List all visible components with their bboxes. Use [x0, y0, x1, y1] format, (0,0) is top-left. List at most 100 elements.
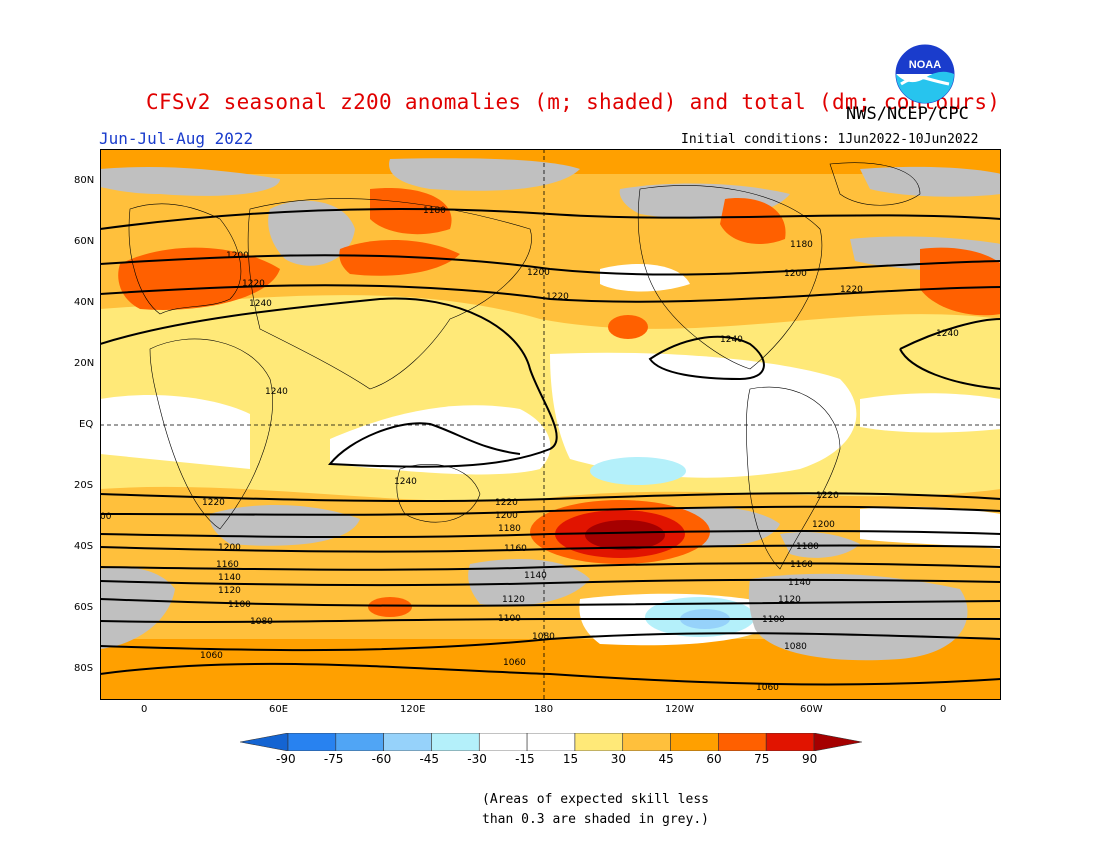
- contour-label: 1200: [812, 520, 835, 530]
- lat-label: 20N: [74, 358, 95, 369]
- contour-label: 1120: [218, 586, 241, 596]
- grey-area-1: [100, 167, 280, 196]
- contour-label: 1160: [216, 560, 239, 570]
- grey-area-11: [748, 573, 968, 661]
- colorbar-segment: [383, 733, 432, 751]
- contour-label: 1200: [527, 268, 550, 278]
- contour-label: 1240: [936, 329, 959, 339]
- contour-label: 1240: [265, 387, 288, 397]
- colorbar-segment: [813, 733, 862, 751]
- contour-label: 1220: [202, 498, 225, 508]
- colorbar-label: -45: [419, 752, 440, 766]
- footnote-line-1: (Areas of expected skill less: [482, 792, 709, 807]
- anomaly-map: 1180 1200 1220 1240 1240 1200 1220 1180 …: [100, 149, 1001, 700]
- contour-label: 1240: [249, 299, 272, 309]
- contour-label: 1180: [498, 524, 521, 534]
- colorbar-segment: [718, 733, 767, 751]
- contour-label: 1220: [242, 279, 265, 289]
- red-anomaly-southern: [368, 597, 412, 617]
- contour-label: 1100: [498, 614, 521, 624]
- colorbar-label: -30: [467, 752, 487, 766]
- colorbar-segment: [622, 733, 671, 751]
- red-anomaly-siberia: [370, 188, 452, 235]
- contour-label: 1240: [394, 477, 417, 487]
- org-label: NWS/NCEP/CPC: [846, 104, 969, 124]
- map-frame: [100, 149, 1001, 700]
- contour-label: 1160: [790, 560, 813, 570]
- colorbar-segment: [431, 733, 480, 751]
- colorbar-segment: [478, 733, 528, 751]
- grey-area-5: [860, 166, 1001, 197]
- red-anomaly-canada: [720, 198, 786, 244]
- contour-label: 1180: [790, 240, 813, 250]
- contour-label: 1100: [228, 600, 251, 610]
- lat-label: 80S: [74, 663, 94, 674]
- contour-label: 1240: [720, 335, 743, 345]
- colorbar-segment: [670, 733, 719, 751]
- colorbar-label: -60: [371, 752, 392, 766]
- colorbar-segment: [526, 733, 576, 751]
- contour-labels: 1180 1200 1220 1240 1240 1200 1220 1180 …: [100, 206, 959, 693]
- height-contours: [100, 208, 1001, 686]
- red-anomaly-asia: [339, 239, 460, 276]
- contour-label: 1080: [532, 632, 555, 642]
- lon-label: 120E: [400, 704, 426, 715]
- lon-label: 60W: [800, 704, 823, 715]
- noaa-logo-text: NOAA: [909, 59, 941, 71]
- grey-area-9: [468, 559, 590, 606]
- contour-label: 1220: [546, 292, 569, 302]
- lat-label: 60S: [74, 602, 94, 613]
- contour-label: 1120: [778, 595, 801, 605]
- contour-label: 1200: [495, 511, 518, 521]
- contour-label: 1140: [788, 578, 811, 588]
- chart-title: CFSv2 seasonal z200 anomalies (m; shaded…: [146, 90, 1001, 114]
- red-anomaly-europe: [118, 247, 281, 310]
- lon-label: 60E: [269, 704, 289, 715]
- contour-label: 1200: [226, 251, 249, 261]
- colorbar-segment: [335, 733, 384, 751]
- contour-label: 00: [100, 512, 112, 522]
- grey-area-8: [100, 567, 175, 649]
- contour-label: 1160: [504, 544, 527, 554]
- lat-label: 20S: [74, 480, 94, 491]
- lon-label: 0: [141, 704, 148, 715]
- red-anomaly-pacific: [608, 315, 648, 339]
- contour-label: 1060: [200, 651, 223, 661]
- colorbar-label: -15: [515, 752, 535, 766]
- contour-label: 1080: [784, 642, 807, 652]
- colorbar-label: 30: [610, 752, 626, 766]
- contour-label: 1180: [423, 206, 446, 216]
- coastlines: [128, 162, 921, 570]
- white-region-1: [100, 394, 250, 469]
- colorbar-segment: [574, 733, 624, 751]
- lat-label: 60N: [74, 236, 95, 247]
- contour-label: 1220: [816, 491, 839, 501]
- white-region-3: [550, 352, 857, 478]
- colorbar-segment: [287, 733, 337, 751]
- season-label: Jun-Jul-Aug 2022: [99, 129, 254, 148]
- lon-label: 120W: [665, 704, 694, 715]
- colorbar-label: 15: [562, 752, 579, 766]
- contour-label: 1220: [840, 285, 863, 295]
- contour-label: 1140: [524, 571, 547, 581]
- red-anomaly-sp-core: [585, 520, 665, 550]
- colorbar-label: 60: [706, 752, 722, 766]
- lon-label: 0: [940, 704, 947, 715]
- lat-label: 40S: [74, 541, 94, 552]
- colorbar-label: 75: [754, 752, 770, 766]
- contour-label: 1060: [503, 658, 526, 668]
- noaa-logo: NOAA: [895, 44, 955, 104]
- colorbar: [240, 733, 862, 751]
- lat-label: EQ: [79, 419, 94, 430]
- colorbar-label: 90: [802, 752, 818, 766]
- contour-label: 1200: [784, 269, 807, 279]
- contour-label: 1180: [796, 542, 819, 552]
- contour-label: 1200: [218, 543, 241, 553]
- colorbar-segment: [240, 733, 289, 751]
- colorbar-label: 45: [658, 752, 674, 766]
- contour-label: 1100: [762, 615, 785, 625]
- lon-label: 180: [534, 704, 554, 715]
- contour-label: 1060: [756, 683, 779, 693]
- white-region-4: [860, 393, 1001, 433]
- colorbar-segment: [765, 733, 815, 751]
